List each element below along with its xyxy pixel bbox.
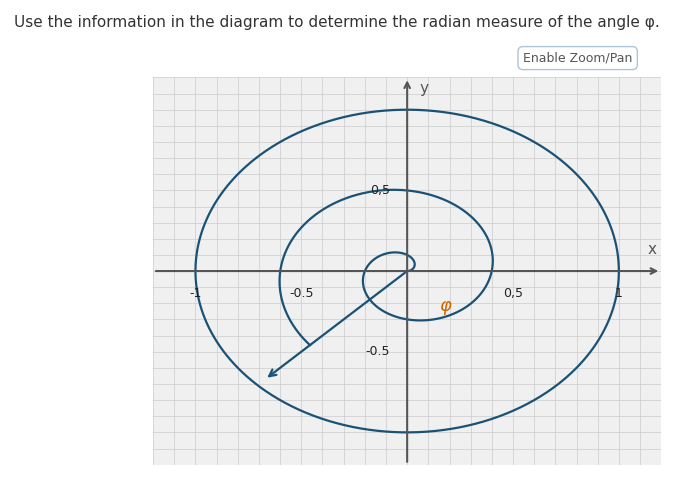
Text: -1: -1 xyxy=(189,287,202,300)
Text: 1: 1 xyxy=(615,287,623,300)
Text: x: x xyxy=(648,242,657,257)
Text: y: y xyxy=(420,81,429,96)
Text: 0,5: 0,5 xyxy=(370,184,390,197)
Text: Enable Zoom/Pan: Enable Zoom/Pan xyxy=(523,52,633,64)
Text: 0,5: 0,5 xyxy=(503,287,523,300)
Text: Use the information in the diagram to determine the radian measure of the angle : Use the information in the diagram to de… xyxy=(14,15,660,30)
Text: -0.5: -0.5 xyxy=(365,345,390,358)
Text: -0.5: -0.5 xyxy=(289,287,314,300)
Text: φ: φ xyxy=(439,297,451,316)
